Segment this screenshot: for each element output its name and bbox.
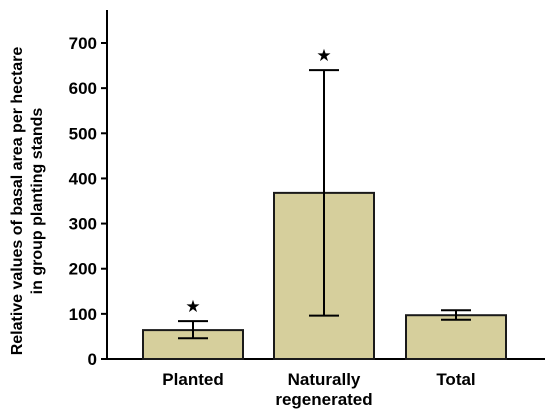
category-label: regenerated: [275, 390, 372, 409]
significance-star: ★: [316, 46, 331, 66]
bars: [142, 191, 507, 361]
y-tick-label: 500: [69, 124, 97, 143]
y-tick-label: 400: [69, 169, 97, 188]
y-tick-label: 600: [69, 79, 97, 98]
significance-star: ★: [185, 297, 200, 317]
error-bars: [178, 69, 471, 340]
y-tick-label: 700: [69, 34, 97, 53]
y-axis-ticks: 0 100 200 300 400 500 600 700: [69, 34, 107, 369]
category-label: Naturally: [288, 370, 361, 389]
y-axis-title-line: in group planting stands: [29, 108, 46, 295]
category-label: Planted: [162, 370, 223, 389]
y-tick-label: 0: [88, 350, 97, 369]
y-tick-label: 100: [69, 305, 97, 324]
y-axis-title-line: Relative values of basal area per hectar…: [9, 47, 26, 356]
bar: [405, 314, 507, 360]
category-label: Total: [436, 370, 475, 389]
y-tick-label: 300: [69, 215, 97, 234]
y-axis-title: Relative values of basal area per hectar…: [9, 47, 46, 356]
significance-markers: ★★: [185, 46, 331, 317]
y-tick-label: 200: [69, 260, 97, 279]
